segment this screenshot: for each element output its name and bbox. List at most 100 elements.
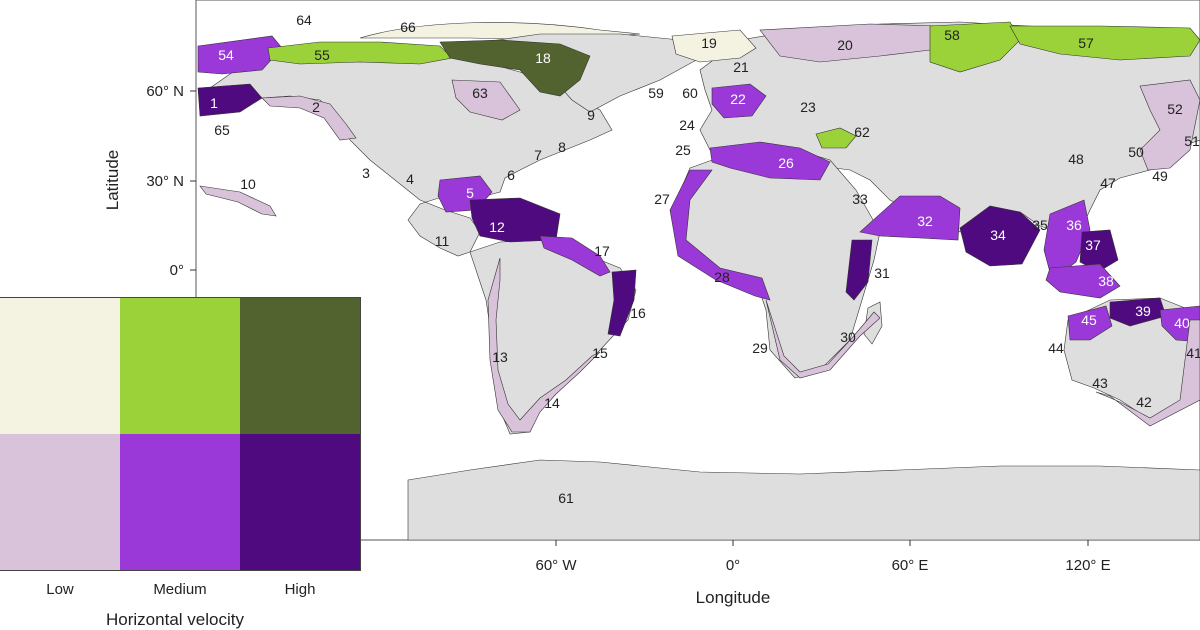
- lon-ticks: 60° W 0° 60° E 120° E: [535, 540, 1111, 574]
- region-label-22: 22: [730, 91, 746, 107]
- region-label-45: 45: [1081, 312, 1097, 328]
- region-1: [197, 83, 263, 117]
- region-label-15: 15: [592, 345, 608, 361]
- region-label-7: 7: [534, 147, 542, 163]
- region-label-13: 13: [492, 349, 508, 365]
- region-57: [1009, 25, 1200, 61]
- region-label-60: 60: [682, 85, 698, 101]
- region-label-12: 12: [489, 219, 505, 235]
- region-label-20: 20: [837, 37, 853, 53]
- landmass-antarctica: [407, 459, 1200, 541]
- region-label-54: 54: [218, 47, 234, 63]
- region-label-66: 66: [400, 19, 416, 35]
- region-18: [439, 39, 591, 97]
- region-label-49: 49: [1152, 168, 1168, 184]
- region-label-9: 9: [587, 107, 595, 123]
- region-label-23: 23: [800, 99, 816, 115]
- region-label-16: 16: [630, 305, 646, 321]
- region-label-58: 58: [944, 27, 960, 43]
- lon-tick-0: 0°: [726, 557, 740, 574]
- region-34: [959, 205, 1041, 267]
- region-label-19: 19: [701, 35, 717, 51]
- region-39: [1109, 297, 1167, 327]
- region-label-4: 4: [406, 171, 414, 187]
- region-label-37: 37: [1085, 237, 1101, 253]
- legend-cell-low-medium: [120, 298, 240, 434]
- legend-tick-high: High: [284, 581, 316, 598]
- region-label-1: 1: [210, 95, 218, 111]
- lon-tick-120e: 120° E: [1065, 557, 1110, 574]
- region-label-14: 14: [544, 395, 560, 411]
- region-label-64: 64: [296, 12, 312, 28]
- region-label-28: 28: [714, 269, 730, 285]
- lat-tick-0: 0°: [170, 262, 184, 279]
- region-label-52: 52: [1167, 101, 1183, 117]
- region-37: [1079, 229, 1119, 273]
- region-label-18: 18: [535, 50, 551, 66]
- region-label-10: 10: [240, 176, 256, 192]
- region-label-5: 5: [466, 185, 474, 201]
- region-19: [671, 29, 757, 63]
- region-label-31: 31: [874, 265, 890, 281]
- region-label-59: 59: [648, 85, 664, 101]
- region-label-8: 8: [558, 139, 566, 155]
- region-label-43: 43: [1092, 375, 1108, 391]
- legend-cell-high-low: [0, 434, 120, 570]
- region-label-57: 57: [1078, 35, 1094, 51]
- region-17: [539, 235, 611, 277]
- region-label-32: 32: [917, 213, 933, 229]
- lat-ticks: 60° N 30° N 0°: [146, 83, 196, 279]
- region-label-3: 3: [362, 165, 370, 181]
- lon-tick-60e: 60° E: [892, 557, 929, 574]
- region-label-65: 65: [214, 122, 230, 138]
- legend-cell-low-low: [0, 298, 120, 434]
- y-axis-title: Latitude: [103, 150, 122, 211]
- region-label-44: 44: [1048, 340, 1064, 356]
- region-label-42: 42: [1136, 394, 1152, 410]
- region-label-62: 62: [854, 124, 870, 140]
- region-label-41: 41: [1186, 345, 1200, 361]
- legend-title: Horizontal velocity: [106, 610, 244, 629]
- legend-cell-low-high: [240, 298, 360, 434]
- region-label-26: 26: [778, 155, 794, 171]
- region-54: [197, 35, 283, 75]
- region-label-6: 6: [507, 167, 515, 183]
- lat-tick-30n: 30° N: [146, 173, 184, 190]
- region-26: [709, 141, 831, 181]
- region-label-21: 21: [733, 59, 749, 75]
- region-label-25: 25: [675, 142, 691, 158]
- x-axis-title: Longitude: [696, 588, 771, 607]
- region-20: [759, 23, 941, 63]
- region-22: [711, 83, 767, 119]
- region-label-35: 35: [1032, 217, 1048, 233]
- region-label-17: 17: [594, 243, 610, 259]
- lat-tick-60n: 60° N: [146, 83, 184, 100]
- region-31: [845, 239, 873, 301]
- region-label-47: 47: [1100, 175, 1116, 191]
- region-label-36: 36: [1066, 217, 1082, 233]
- region-55: [267, 41, 453, 65]
- legend-tick-medium: Medium: [153, 581, 207, 598]
- region-45: [1067, 305, 1113, 341]
- legend-tick-low: Low: [46, 581, 74, 598]
- region-label-24: 24: [679, 117, 695, 133]
- legend-grid: [0, 297, 361, 571]
- region-32: [859, 195, 961, 241]
- region-label-2: 2: [312, 99, 320, 115]
- region-label-50: 50: [1128, 144, 1144, 160]
- region-label-33: 33: [852, 191, 868, 207]
- region-label-61: 61: [558, 490, 574, 506]
- region-label-39: 39: [1135, 303, 1151, 319]
- region-label-51: 51: [1184, 133, 1200, 149]
- region-label-48: 48: [1068, 151, 1084, 167]
- legend-cell-high-medium: [120, 434, 240, 570]
- region-label-29: 29: [752, 340, 768, 356]
- region-label-30: 30: [840, 329, 856, 345]
- region-label-27: 27: [654, 191, 670, 207]
- region-12: [469, 197, 561, 243]
- region-27-28: [669, 169, 771, 301]
- region-62: [815, 127, 857, 149]
- region-36: [1043, 199, 1091, 281]
